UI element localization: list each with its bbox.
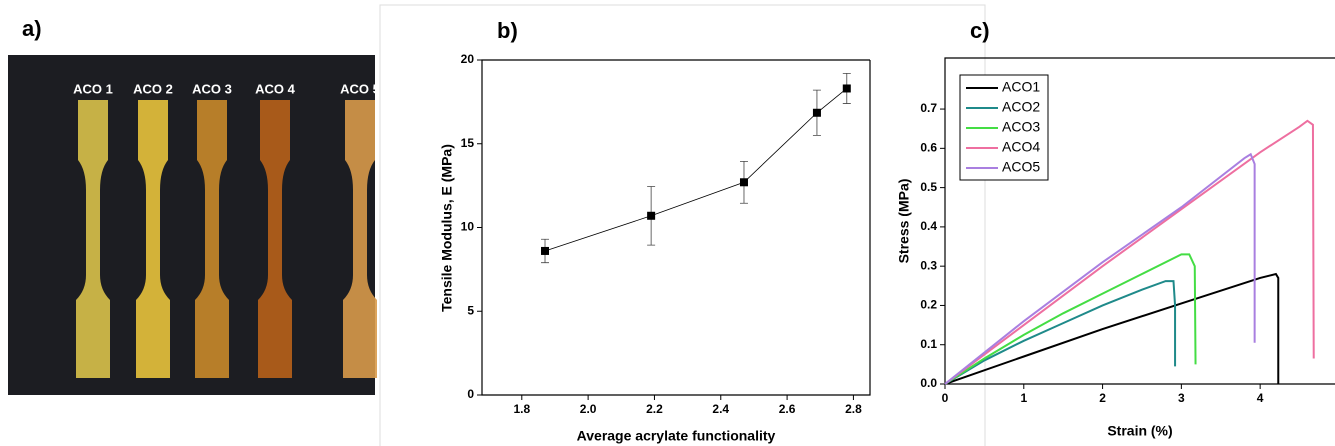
x-tick-label: 2.2 [646, 402, 663, 416]
x-tick-label: 3 [1178, 391, 1185, 405]
y-tick-label: 15 [461, 136, 475, 150]
axis-frame [481, 59, 871, 396]
x-axis-title: Average acrylate functionality [577, 428, 776, 444]
legend-label: ACO5 [1002, 159, 1040, 175]
x-tick-label: 2.8 [845, 402, 862, 416]
panel-label: a) [22, 16, 42, 41]
x-tick-label: 0 [942, 391, 949, 405]
data-line [944, 272, 1280, 385]
x-tick-label: 4 [1257, 391, 1264, 405]
legend-label: ACO4 [1002, 139, 1040, 155]
specimen-label: ACO 4 [255, 81, 296, 96]
data-line [944, 152, 1256, 385]
x-tick-label: 1 [1020, 391, 1027, 405]
y-axis-title: Tensile Modulus, E (MPa) [439, 144, 455, 312]
y-tick-label: 10 [461, 220, 475, 234]
legend-label: ACO1 [1002, 79, 1040, 95]
specimen [343, 100, 377, 378]
y-tick-label: 0.7 [920, 101, 937, 115]
y-tick-label: 0.6 [920, 141, 937, 155]
data-point [541, 246, 550, 255]
data-point [842, 84, 851, 93]
y-tick-label: 0.3 [920, 258, 937, 272]
data-point [812, 108, 821, 117]
y-tick-label: 0.4 [920, 219, 937, 233]
axis-frame [944, 57, 1335, 385]
y-tick-label: 0.2 [920, 298, 937, 312]
y-tick-label: 0.0 [920, 376, 937, 390]
photo [8, 55, 375, 395]
data-line [944, 280, 1177, 385]
y-tick-label: 0 [467, 387, 474, 401]
x-tick-label: 2.6 [779, 402, 796, 416]
y-axis-title: Stress (MPa) [896, 179, 912, 264]
panel-border [379, 4, 986, 446]
specimen [136, 100, 170, 378]
specimen-label: ACO 1 [73, 81, 113, 96]
data-line [944, 253, 1197, 385]
y-tick-label: 5 [467, 303, 474, 317]
y-tick-label: 0.5 [920, 180, 937, 194]
specimen [76, 100, 110, 378]
x-tick-label: 2.4 [712, 402, 729, 416]
data-line [944, 119, 1315, 385]
y-tick-label: 20 [461, 52, 475, 66]
specimen-label: ACO 5 [340, 81, 380, 96]
legend-label: ACO3 [1002, 119, 1040, 135]
specimen-label: ACO 2 [133, 81, 173, 96]
x-tick-label: 1.8 [513, 402, 530, 416]
specimen [258, 100, 292, 378]
data-line [544, 88, 848, 252]
data-point [647, 211, 656, 220]
panel-label: c) [970, 18, 990, 43]
x-tick-label: 2 [1099, 391, 1106, 405]
x-axis-title: Strain (%) [1107, 423, 1172, 439]
panel-label: b) [497, 18, 518, 43]
specimen-label: ACO 3 [192, 81, 232, 96]
specimen [195, 100, 229, 378]
data-point [739, 178, 748, 187]
x-tick-label: 2.0 [580, 402, 597, 416]
legend-label: ACO2 [1002, 99, 1040, 115]
y-tick-label: 0.1 [920, 337, 937, 351]
